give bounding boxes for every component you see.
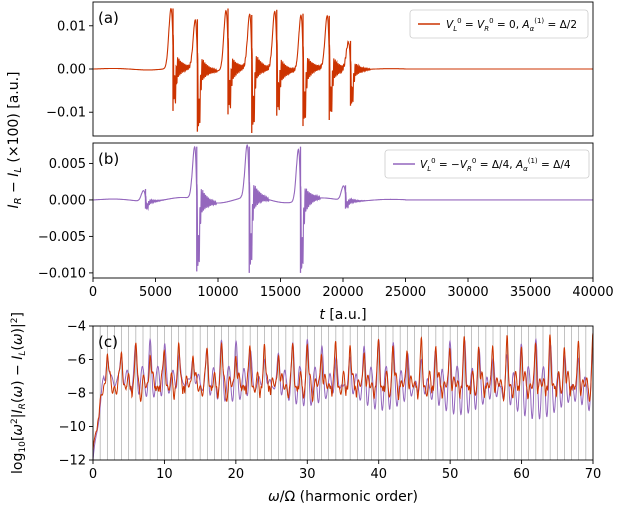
panel-c-label: (c): [98, 333, 118, 351]
xtick-label: 0: [89, 467, 97, 482]
panel-c-ylabel: log10[ω2|IR(ω) − IL(ω)|2]: [10, 312, 28, 474]
panel-a-yticks: 0.01 0.00 −0.01: [46, 19, 93, 121]
series-line: [93, 144, 593, 269]
ytick-label: −0.005: [38, 230, 86, 245]
xtick-label: 30000: [447, 285, 488, 300]
panel-c-series: [92, 332, 594, 461]
xtick-label: 50: [442, 467, 459, 482]
panel-c-yticks: −4 −6 −8 −10 −12: [59, 320, 93, 469]
xtick-label: 25000: [385, 285, 426, 300]
panel-b-xticks: 0 5000 10000 15000 20000 25000 30000 35000 40000: [89, 278, 614, 300]
xtick-label: 30: [299, 467, 316, 482]
xtick-label: 15000: [260, 285, 301, 300]
ytick-label: −0.010: [38, 266, 86, 281]
panel-b-legend-text: VL0 = −VR0 = Δ/4, Aα(1) = Δ/4: [420, 157, 571, 173]
panel-c: −4 −6 −8 −10 −12 0 10 20 30 40 50 60 70 (c) ω/Ω (ha…: [10, 312, 601, 505]
panel-a: 0.01 0.00 −0.01 (a) VL0 = VR0 = 0, Aα(1) =…: [46, 1, 594, 137]
ytick-label: 0.01: [57, 19, 86, 34]
ytick-label: 0.005: [49, 157, 86, 172]
xtick-label: 10000: [197, 285, 238, 300]
ytick-label: 0.00: [57, 63, 86, 78]
panel-c-xticks: 0 10 20 30 40 50 60 70: [89, 460, 601, 482]
panel-a-frame: [92, 1, 594, 137]
xtick-label: 10: [156, 467, 173, 482]
panel-c-xlabel: ω/Ω (harmonic order): [268, 489, 418, 505]
xtick-label: 60: [513, 467, 530, 482]
ytick-label: −8: [67, 387, 86, 402]
ytick-label: −4: [67, 320, 86, 335]
xtick-label: 40000: [572, 285, 613, 300]
panel-b-legend: VL0 = −VR0 = Δ/4, Aα(1) = Δ/4: [384, 149, 590, 179]
xtick-label: 20000: [322, 285, 363, 300]
ytick-label: −0.01: [46, 106, 86, 121]
panel-a-legend-text: VL0 = VR0 = 0, Aα(1) = Δ/2: [446, 17, 577, 33]
xtick-label: 5000: [139, 285, 172, 300]
panel-a-series: [93, 7, 593, 133]
panel-a-legend: VL0 = VR0 = 0, Aα(1) = Δ/2: [409, 9, 589, 39]
xtick-label: 0: [89, 285, 97, 300]
xtick-label: 35000: [510, 285, 551, 300]
xtick-label: 20: [228, 467, 245, 482]
ytick-label: −12: [59, 454, 86, 469]
panel-b-frame: [92, 142, 594, 279]
series-line: [93, 7, 593, 127]
panel-b: 0.005 0.000 −0.005 −0.010 0 5000 10000 15000 20…: [38, 142, 614, 323]
panel-b-series: [93, 144, 593, 273]
ytick-label: −10: [59, 420, 86, 435]
panel-b-label: (b): [98, 150, 119, 168]
spectrum-line-orange: [92, 332, 594, 450]
panel-a-label: (a): [98, 9, 119, 27]
ytick-label: −6: [67, 353, 86, 368]
ab-ylabel: IR − IL (×100) [a.u.]: [6, 71, 24, 208]
panel-b-yticks: 0.005 0.000 −0.005 −0.010: [38, 157, 93, 281]
spectrum-line-purple: [92, 337, 594, 461]
xtick-label: 40: [370, 467, 387, 482]
xtick-label: 70: [585, 467, 602, 482]
panel-c-frame: [92, 325, 594, 461]
ytick-label: 0.000: [49, 193, 86, 208]
panel-b-xlabel: t [a.u.]: [319, 307, 366, 323]
